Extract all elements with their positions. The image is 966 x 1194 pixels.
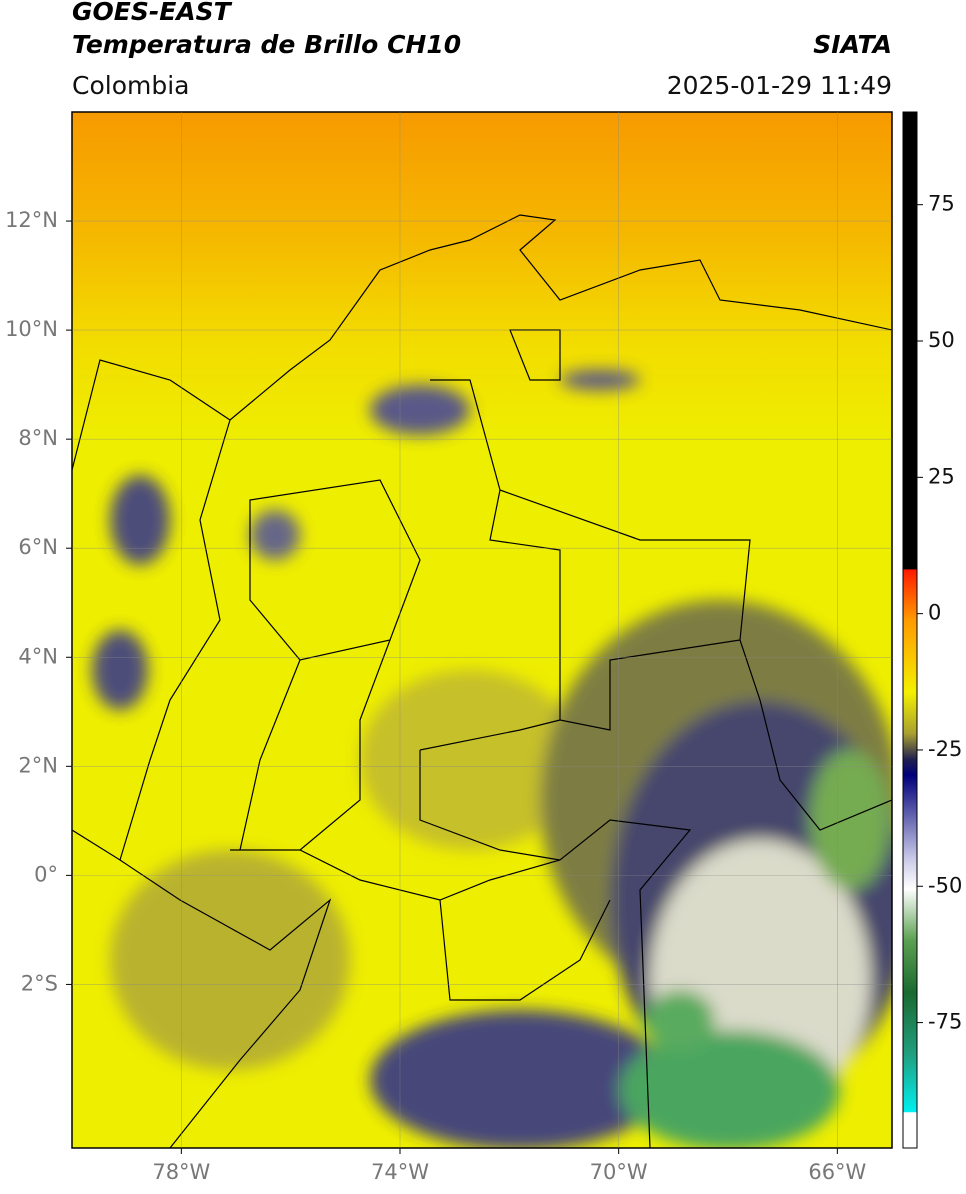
colorbar xyxy=(902,111,918,1149)
source: SIATA xyxy=(813,30,892,59)
datetime: 2025-01-29 11:49 xyxy=(667,71,892,100)
y-tick-label: 4°N xyxy=(18,644,58,668)
x-tick-label: 66°W xyxy=(808,1160,866,1184)
y-tick-label: 2°S xyxy=(21,971,58,995)
satellite-image xyxy=(72,112,892,1148)
subtitle: Temperatura de Brillo CH10 xyxy=(72,30,461,59)
colorbar-label: 25 xyxy=(928,464,955,488)
colorbar-label: 50 xyxy=(928,328,955,352)
colorbar-label: -50 xyxy=(928,873,962,897)
y-tick-label: 12°N xyxy=(5,208,58,232)
title: GOES-EAST xyxy=(72,0,233,26)
colorbar-label: -25 xyxy=(928,737,962,761)
x-tick-label: 74°W xyxy=(371,1160,429,1184)
map-frame xyxy=(71,111,893,1149)
colorbar-label: -75 xyxy=(928,1010,962,1034)
region: Colombia xyxy=(72,71,189,100)
y-tick-label: 6°N xyxy=(18,535,58,559)
y-tick-label: 2°N xyxy=(18,753,58,777)
x-tick-label: 70°W xyxy=(590,1160,648,1184)
colorbar-label: 0 xyxy=(928,601,941,625)
x-tick-label: 78°W xyxy=(152,1160,210,1184)
y-tick-label: 8°N xyxy=(18,426,58,450)
colorbar-label: 75 xyxy=(928,192,955,216)
y-tick-label: 0° xyxy=(34,862,58,886)
y-tick-label: 10°N xyxy=(5,317,58,341)
